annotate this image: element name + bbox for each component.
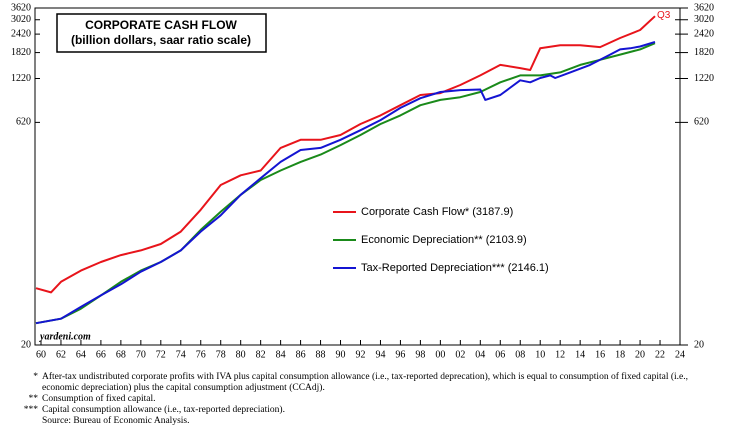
y2-tick-label: 3620 xyxy=(694,2,714,13)
legend-label: Economic Depreciation** (2103.9) xyxy=(361,234,527,246)
x-tick-label: 02 xyxy=(455,349,465,360)
watermark: yardeni.com xyxy=(39,331,91,342)
x-tick-label: 78 xyxy=(216,349,226,360)
series-line xyxy=(35,42,656,325)
x-tick-label: 88 xyxy=(316,349,326,360)
x-tick-label: 70 xyxy=(136,349,146,360)
legend-label: Corporate Cash Flow* (3187.9) xyxy=(361,206,513,218)
footnote-text: Consumption of fixed capital. xyxy=(42,394,156,404)
y-tick-label: 3620 xyxy=(11,2,31,13)
chart-subtitle: (billion dollars, saar ratio scale) xyxy=(71,33,251,47)
x-tick-label: 60 xyxy=(36,349,46,360)
x-tick-label: 12 xyxy=(555,349,565,360)
y2-tick-label: 620 xyxy=(694,117,709,128)
x-tick-label: 62 xyxy=(56,349,66,360)
footnote-marker: * xyxy=(33,372,38,382)
x-tick-label: 74 xyxy=(176,349,186,360)
y-tick-label: 3020 xyxy=(11,14,31,25)
chart-title: CORPORATE CASH FLOW xyxy=(85,18,237,32)
x-tick-label: 86 xyxy=(296,349,306,360)
footnote-marker xyxy=(20,416,42,427)
x-tick-label: 16 xyxy=(595,349,605,360)
y2-tick-label: 3020 xyxy=(694,14,714,25)
footnote: Source: Bureau of Economic Analysis. xyxy=(20,416,720,427)
x-tick-label: 76 xyxy=(196,349,206,360)
x-tick-label: 00 xyxy=(435,349,445,360)
y2-tick-label: 20 xyxy=(694,339,704,350)
footnotes: * After-tax undistributed corporate profi… xyxy=(20,372,720,427)
y2-tick-label: 1820 xyxy=(694,47,714,58)
series-line xyxy=(35,15,656,294)
x-tick-label: 04 xyxy=(475,349,485,360)
x-tick-label: 10 xyxy=(535,349,545,360)
x-tick-label: 24 xyxy=(675,349,685,360)
legend-label: Tax-Reported Depreciation*** (2146.1) xyxy=(361,262,549,274)
x-tick-label: 80 xyxy=(236,349,246,360)
x-tick-label: 90 xyxy=(336,349,346,360)
y2-tick-label: 2420 xyxy=(694,28,714,39)
y-tick-label: 1220 xyxy=(11,73,31,84)
footnote-marker: ** xyxy=(28,394,39,404)
x-tick-label: 18 xyxy=(615,349,625,360)
x-tick-label: 94 xyxy=(375,349,385,360)
y-tick-label: 620 xyxy=(16,117,31,128)
y-tick-label: 2420 xyxy=(11,28,31,39)
x-tick-label: 96 xyxy=(395,349,405,360)
series-line xyxy=(35,40,656,325)
title-box xyxy=(56,13,267,53)
footnote-text: After-tax undistributed corporate profit… xyxy=(42,372,688,393)
x-tick-label: 68 xyxy=(116,349,126,360)
x-tick-label: 92 xyxy=(355,349,365,360)
x-tick-label: 06 xyxy=(495,349,505,360)
x-tick-label: 64 xyxy=(76,349,86,360)
x-tick-label: 82 xyxy=(256,349,266,360)
y-tick-label: 20 xyxy=(21,339,31,350)
y-tick-label: 1820 xyxy=(11,47,31,58)
footnote: ** Consumption of fixed capital. xyxy=(20,394,720,405)
footnote: * After-tax undistributed corporate profi… xyxy=(20,372,720,394)
annotation: Q3 xyxy=(657,10,671,21)
x-tick-label: 20 xyxy=(635,349,645,360)
footnote-text: Source: Bureau of Economic Analysis. xyxy=(42,416,190,426)
chart: CORPORATE CASH FLOW (billion dollars, sa… xyxy=(11,2,714,360)
plot-frame xyxy=(34,7,681,346)
x-tick-label: 72 xyxy=(156,349,166,360)
x-tick-label: 84 xyxy=(276,349,286,360)
footnote-marker: *** xyxy=(23,405,38,415)
x-tick-label: 14 xyxy=(575,349,585,360)
x-tick-label: 98 xyxy=(415,349,425,360)
x-tick-label: 08 xyxy=(515,349,525,360)
y2-tick-label: 1220 xyxy=(694,73,714,84)
x-tick-label: 66 xyxy=(96,349,106,360)
footnote-text: Capital consumption allowance (i.e., tax… xyxy=(42,405,285,415)
footnote: *** Capital consumption allowance (i.e., … xyxy=(20,405,720,416)
x-tick-label: 22 xyxy=(655,349,665,360)
